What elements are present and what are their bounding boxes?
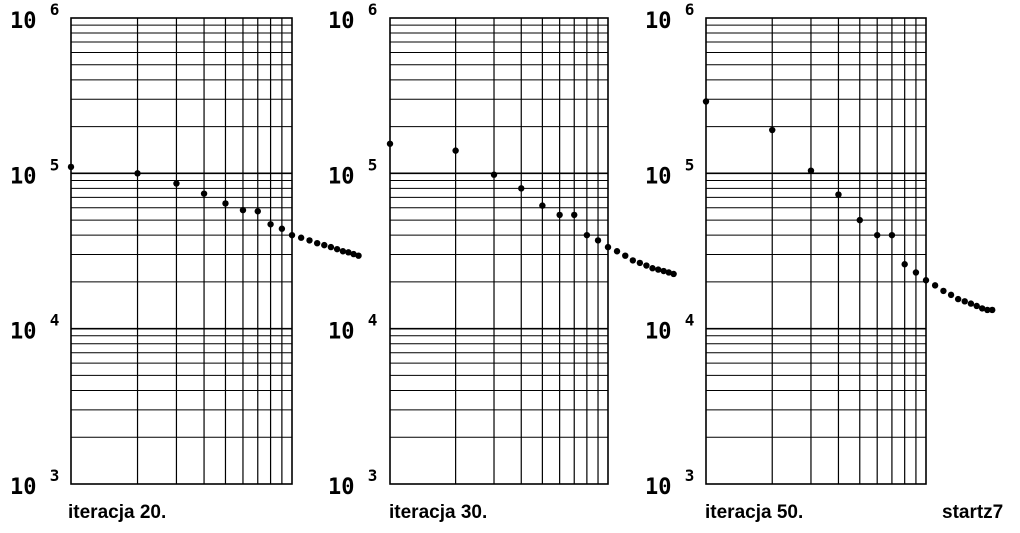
data-point bbox=[670, 270, 677, 278]
data-point bbox=[973, 302, 980, 310]
data-point bbox=[888, 231, 896, 239]
y-tick-exponent: 4 bbox=[685, 311, 695, 330]
data-point bbox=[327, 243, 335, 251]
y-tick-label: 10 3 bbox=[10, 466, 59, 500]
y-tick-label: 10 5 bbox=[328, 155, 377, 189]
panel-caption: iteracja 20. bbox=[68, 502, 166, 523]
data-point bbox=[583, 231, 591, 239]
data-point bbox=[613, 248, 621, 255]
data-point bbox=[655, 266, 662, 273]
data-point bbox=[452, 147, 459, 154]
data-point bbox=[556, 211, 563, 219]
data-point bbox=[288, 231, 296, 239]
y-tick-label: 10 6 bbox=[328, 0, 377, 34]
data-point bbox=[267, 221, 274, 228]
y-tick-exponent: 3 bbox=[50, 466, 60, 485]
plot-frame bbox=[389, 17, 609, 485]
data-point bbox=[702, 98, 710, 105]
panel-caption: iteracja 50. bbox=[705, 502, 803, 523]
data-point bbox=[345, 249, 352, 256]
data-point bbox=[856, 216, 863, 224]
chart-panel-iteracja-30: 10 3 10 4 10 5 10 6 iteracja 30. bbox=[328, 0, 677, 523]
data-point bbox=[339, 248, 347, 255]
plot-frame bbox=[705, 17, 927, 485]
data-point bbox=[922, 277, 930, 284]
data-point bbox=[835, 191, 842, 198]
y-tick-label: 10 5 bbox=[10, 155, 59, 189]
data-point bbox=[901, 261, 908, 268]
y-tick-label: 10 4 bbox=[10, 311, 59, 345]
data-point bbox=[254, 208, 261, 215]
data-point bbox=[350, 250, 357, 258]
y-tick-exponent: 5 bbox=[50, 155, 60, 174]
data-point bbox=[173, 180, 180, 187]
y-tick-label: 10 6 bbox=[645, 0, 694, 34]
y-tick-exponent: 4 bbox=[368, 311, 378, 330]
data-point bbox=[622, 252, 629, 259]
data-point bbox=[518, 185, 525, 192]
data-point bbox=[978, 305, 986, 312]
data-point bbox=[873, 231, 881, 239]
data-point bbox=[490, 171, 498, 178]
data-point bbox=[912, 269, 920, 276]
data-point bbox=[239, 206, 247, 214]
data-point bbox=[67, 163, 75, 171]
y-tick-exponent: 5 bbox=[368, 155, 378, 174]
y-tick-label: 10 4 bbox=[328, 311, 377, 345]
data-point bbox=[355, 252, 362, 259]
data-point bbox=[660, 267, 667, 275]
y-tick-exponent: 4 bbox=[50, 311, 60, 330]
data-point bbox=[313, 239, 321, 247]
data-point bbox=[278, 225, 286, 232]
data-point bbox=[940, 287, 947, 295]
y-tick-exponent: 6 bbox=[685, 0, 695, 19]
data-point bbox=[134, 170, 141, 177]
data-point bbox=[947, 291, 955, 299]
y-tick-exponent: 6 bbox=[368, 0, 378, 19]
data-point bbox=[665, 269, 672, 276]
data-point bbox=[321, 241, 328, 249]
y-tick-exponent: 5 bbox=[685, 155, 695, 174]
panel-caption: iteracja 30. bbox=[389, 502, 487, 523]
data-point bbox=[769, 126, 776, 134]
data-point bbox=[594, 237, 602, 244]
y-tick-label: 10 5 bbox=[645, 155, 694, 189]
data-point bbox=[386, 140, 394, 147]
data-point bbox=[200, 190, 208, 197]
chart-panel-iteracja-50: 10 3 10 4 10 5 10 6 iteracja 50. bbox=[645, 0, 996, 523]
data-point bbox=[333, 245, 341, 253]
plot-frame bbox=[70, 17, 293, 485]
data-point bbox=[954, 295, 962, 303]
data-point bbox=[967, 300, 975, 307]
data-point bbox=[989, 306, 996, 314]
y-tick-exponent: 3 bbox=[368, 466, 378, 485]
data-point bbox=[222, 200, 229, 207]
y-tick-label: 10 6 bbox=[10, 0, 59, 34]
y-tick-label: 10 3 bbox=[328, 466, 377, 500]
data-point bbox=[629, 257, 637, 264]
data-point bbox=[807, 167, 815, 174]
data-point bbox=[649, 265, 656, 272]
data-point bbox=[984, 306, 991, 314]
data-point bbox=[571, 211, 578, 219]
data-point bbox=[636, 259, 644, 267]
data-point bbox=[643, 262, 650, 269]
data-point bbox=[604, 243, 612, 251]
y-tick-label: 10 3 bbox=[645, 466, 694, 500]
data-point bbox=[931, 282, 939, 289]
data-point bbox=[539, 202, 546, 209]
data-point bbox=[306, 237, 313, 244]
y-tick-exponent: 3 bbox=[685, 466, 695, 485]
y-tick-label: 10 4 bbox=[645, 311, 694, 345]
chart-panel-iteracja-20: 10 3 10 4 10 5 10 6 iteracja 20. bbox=[10, 0, 362, 523]
figure-label: startz7 bbox=[942, 502, 1003, 523]
data-point bbox=[297, 234, 305, 241]
data-point bbox=[961, 298, 968, 305]
y-tick-exponent: 6 bbox=[50, 0, 60, 19]
